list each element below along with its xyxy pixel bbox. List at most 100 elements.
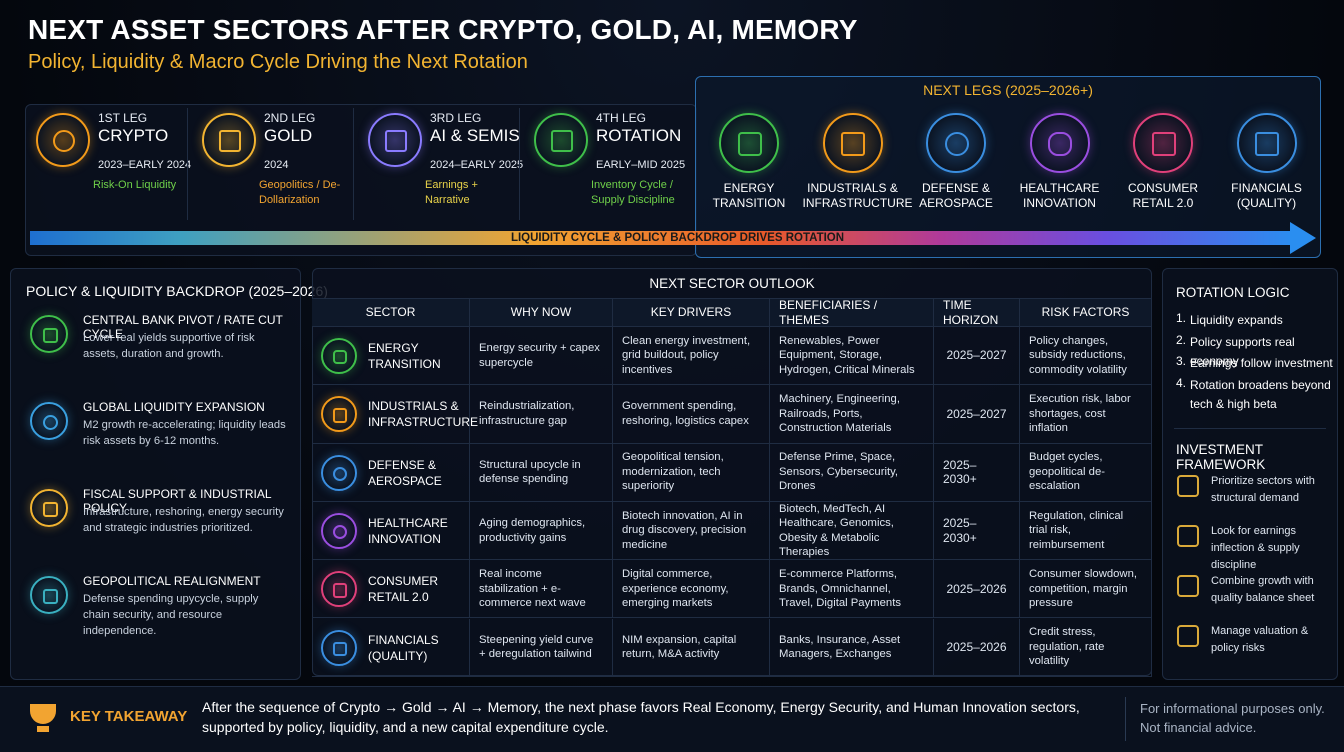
framework-title: INVESTMENT FRAMEWORK bbox=[1176, 442, 1266, 472]
icon bbox=[822, 113, 883, 173]
table-header: KEY DRIVERS bbox=[613, 298, 770, 327]
icon-glyph bbox=[219, 130, 241, 152]
table-title: NEXT SECTOR OUTLOOK bbox=[649, 276, 815, 291]
table-cell: Banks, Insurance, Asset Managers, Exchan… bbox=[770, 618, 934, 677]
framework-text: Look for earnings inflection & supply di… bbox=[1211, 525, 1300, 571]
sector-name: HEALTHCARE INNOVATION bbox=[368, 515, 448, 546]
table-header: TIME HORIZON bbox=[934, 298, 1020, 327]
leg-label: 4TH LEG bbox=[596, 111, 647, 125]
icon bbox=[368, 113, 422, 167]
takeaway-label: KEY TAKEAWAY bbox=[70, 708, 188, 725]
table-cell: 2025–2030+ bbox=[934, 443, 1020, 502]
table-cell: Reindustrialization, infrastructure gap bbox=[470, 385, 613, 444]
framework-icon bbox=[1177, 625, 1199, 647]
icon bbox=[30, 576, 68, 614]
sector-cell bbox=[312, 618, 470, 677]
leg-period: 2024–EARLY 2025 bbox=[430, 159, 524, 171]
framework-icon bbox=[1177, 575, 1199, 597]
table-cell: Steepening yield curve + deregulation ta… bbox=[470, 618, 613, 677]
icon bbox=[321, 629, 357, 666]
sector-name: FINANCIALS (QUALITY) bbox=[368, 632, 439, 663]
icon bbox=[719, 113, 779, 173]
right-panel bbox=[1162, 268, 1338, 680]
icon-glyph bbox=[333, 466, 348, 482]
table-cell: Renewables, Power Equipment, Storage, Hy… bbox=[770, 327, 934, 386]
sector-cell bbox=[312, 560, 470, 619]
table-cell: Digital commerce, experience economy, em… bbox=[613, 560, 770, 619]
table-cell: Government spending, reshoring, logistic… bbox=[613, 385, 770, 444]
trophy-base bbox=[37, 726, 49, 732]
table-cell: NIM expansion, capital return, M&A activ… bbox=[613, 618, 770, 677]
icon bbox=[926, 113, 986, 173]
table-cell: Aging demographics, productivity gains bbox=[470, 501, 613, 561]
next-leg-label: CONSUMER RETAIL 2.0 bbox=[1127, 181, 1198, 210]
icon-glyph bbox=[944, 131, 969, 156]
rotation-title: ROTATION LOGIC bbox=[1176, 285, 1290, 300]
leg-period: 2023–EARLY 2024 bbox=[98, 159, 192, 171]
takeaway-text: After the sequence of Crypto → Gold → AI… bbox=[202, 699, 1080, 735]
icon-glyph bbox=[841, 131, 866, 156]
rotation-num: 1. bbox=[1176, 311, 1187, 325]
subtitle: Policy, Liquidity & Macro Cycle Driving … bbox=[28, 51, 528, 73]
icon-glyph bbox=[333, 408, 348, 423]
policy-item-title: CENTRAL BANK PIVOT / RATE CUT CYCLE bbox=[83, 313, 283, 341]
leg-name: GOLD bbox=[264, 126, 313, 145]
table-cell: Credit stress, regulation, rate volatili… bbox=[1020, 618, 1152, 677]
title: NEXT ASSET SECTORS AFTER CRYPTO, GOLD, A… bbox=[28, 14, 858, 45]
next-leg-label: FINANCIALS (QUALITY) bbox=[1231, 181, 1302, 210]
icon bbox=[321, 454, 357, 491]
framework-icon bbox=[1177, 475, 1199, 497]
leg-driver: Risk-On Liquidity bbox=[93, 179, 177, 191]
table-panel bbox=[312, 268, 1152, 676]
rotation-text: Liquidity expands bbox=[1190, 313, 1283, 327]
icon-glyph bbox=[42, 588, 58, 604]
sector-name: ENERGY TRANSITION bbox=[368, 341, 441, 371]
framework-text: Prioritize sectors with structural deman… bbox=[1211, 475, 1315, 504]
table-cell: 2025–2026 bbox=[934, 560, 1020, 619]
table-cell: Execution risk, labor shortages, cost in… bbox=[1020, 385, 1152, 444]
policy-item-title: FISCAL SUPPORT & INDUSTRIAL POLICY bbox=[83, 487, 272, 515]
icon-glyph bbox=[1151, 131, 1176, 156]
arrow-head bbox=[1290, 222, 1316, 254]
rotation-num: 3. bbox=[1176, 354, 1187, 368]
trophy bbox=[30, 704, 56, 724]
icon-glyph bbox=[385, 130, 407, 152]
next-leg-label: INDUSTRIALS & INFRASTRUCTURE bbox=[802, 181, 913, 210]
leg-period: EARLY–MID 2025 bbox=[596, 159, 686, 171]
table-cell: Policy changes, subsidy reductions, comm… bbox=[1020, 327, 1152, 386]
policy-item-title: GEOPOLITICAL REALIGNMENT bbox=[83, 574, 261, 588]
icon bbox=[1236, 113, 1297, 173]
policy-item-text: Lower real yields supportive of risk ass… bbox=[83, 332, 255, 360]
leg-label: 2ND LEG bbox=[264, 111, 316, 125]
table-cell: 2025–2027 bbox=[934, 327, 1020, 386]
leg-driver: Inventory Cycle / Supply Discipline bbox=[591, 179, 675, 206]
icon bbox=[534, 113, 588, 167]
divider bbox=[1125, 697, 1126, 741]
table-cell: Consumer slowdown, competition, margin p… bbox=[1020, 560, 1152, 619]
icon bbox=[30, 402, 68, 440]
icon bbox=[321, 338, 357, 374]
rotation-text: Earnings follow investment bbox=[1190, 356, 1333, 370]
leg-driver: Earnings + Narrative bbox=[425, 179, 478, 206]
takeaway-bar bbox=[0, 686, 1344, 752]
leg-name: AI & SEMIS bbox=[430, 126, 520, 145]
sector-cell bbox=[312, 501, 470, 561]
policy-item-title: GLOBAL LIQUIDITY EXPANSION bbox=[83, 400, 265, 414]
next-legs-panel bbox=[695, 76, 1321, 258]
icon-glyph bbox=[53, 130, 75, 152]
divider bbox=[1174, 428, 1326, 429]
table-cell: Structural upcycle in defense spending bbox=[470, 443, 613, 502]
leg-period: 2024 bbox=[264, 159, 289, 171]
table-cell: Geopolitical tension, modernization, tec… bbox=[613, 443, 770, 502]
leg-label: 3RD LEG bbox=[430, 111, 482, 125]
rotation-text: Policy supports real economy bbox=[1190, 334, 1295, 368]
policy-item-text: M2 growth re-accelerating; liquidity lea… bbox=[83, 419, 286, 447]
policy-item-text: Defense spending upycycle, supply chain … bbox=[83, 593, 259, 637]
icon-glyph bbox=[333, 350, 348, 365]
sector-name: INDUSTRIALS & INFRASTRUCTURE bbox=[368, 399, 478, 430]
table-cell: Real income stabilization + e-commerce n… bbox=[470, 560, 613, 619]
table-cell: Biotech, MedTech, AI Healthcare, Genomic… bbox=[770, 501, 934, 561]
next-leg-label: DEFENSE & AEROSPACE bbox=[919, 181, 993, 210]
next-leg-label: HEALTHCARE INNOVATION bbox=[1019, 181, 1100, 210]
